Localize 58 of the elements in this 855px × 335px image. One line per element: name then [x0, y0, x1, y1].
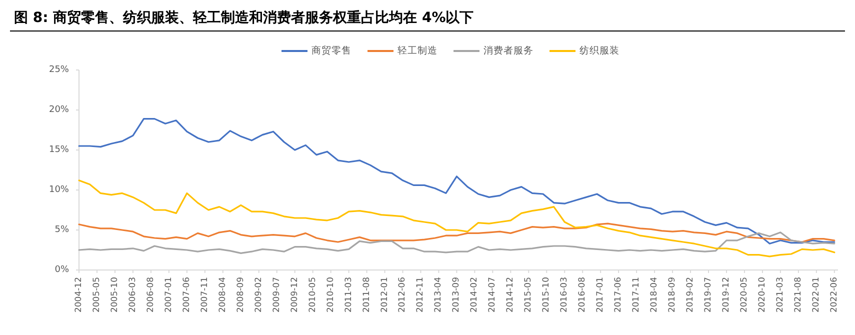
y-tick-label: 5% [54, 225, 70, 235]
x-tick-label: 2013-04 [434, 277, 444, 313]
y-tick-label: 0% [54, 265, 70, 275]
x-tick-label: 2005-05 [92, 277, 102, 313]
x-tick-label: 2016-08 [578, 277, 588, 313]
x-tick-label: 2017-11 [632, 277, 642, 313]
x-tick-label: 2006-03 [128, 277, 138, 313]
x-tick-label: 2007-11 [200, 277, 210, 313]
x-tick-label: 2009-12 [290, 277, 300, 313]
x-tick-label: 2012-01 [380, 277, 390, 313]
y-tick-label: 25% [48, 65, 70, 75]
x-tick-label: 2022-06 [829, 277, 840, 313]
x-tick-label: 2014-12 [506, 277, 516, 313]
x-tick-label: 2022-01 [811, 277, 822, 313]
x-tick-label: 2018-09 [668, 277, 678, 313]
y-tick-label: 15% [48, 145, 70, 155]
x-tick-label: 2007-06 [182, 277, 192, 313]
line-series [78, 222, 836, 243]
x-tick-label: 2010-05 [308, 277, 318, 313]
legend-label: 纺织服装 [580, 44, 620, 56]
x-tick-label: 2019-02 [686, 277, 696, 313]
line-series [78, 232, 836, 254]
x-tick-label: 2015-10 [542, 277, 552, 313]
y-tick-label: 20% [48, 105, 70, 115]
line-series [78, 180, 836, 258]
chart-title: 图 8: 商贸零售、纺织服装、轻工制造和消费者服务权重占比均在 4%以下 [14, 9, 474, 26]
y-tick-label: 10% [48, 185, 70, 195]
legend-label: 消费者服务 [484, 44, 534, 56]
x-tick-label: 2012-06 [398, 277, 408, 313]
x-tick-label: 2019-07 [704, 277, 714, 313]
x-tick-label: 2016-03 [560, 277, 570, 313]
x-tick-label: 2015-05 [524, 277, 534, 313]
x-tick-label: 2013-09 [452, 277, 462, 313]
x-tick-label: 2014-07 [488, 277, 498, 313]
x-tick-label: 2019-12 [721, 277, 732, 313]
x-tick-label: 2020-05 [739, 277, 750, 313]
x-tick-label: 2021-08 [793, 277, 804, 313]
legend-label: 轻工制造 [398, 44, 438, 56]
x-tick-label: 2009-07 [272, 277, 282, 313]
x-tick-label: 2006-08 [146, 277, 156, 313]
x-tick-label: 2011-08 [362, 277, 372, 313]
x-tick-label: 2005-10 [110, 277, 120, 313]
x-tick-label: 2011-03 [344, 277, 354, 313]
x-tick-label: 2020-10 [757, 277, 768, 313]
x-tick-label: 2007-01 [164, 277, 174, 313]
x-tick-label: 2008-09 [236, 277, 246, 313]
x-tick-label: 2018-04 [650, 277, 660, 313]
x-tick-label: 2012-11 [416, 277, 426, 313]
x-tick-label: 2017-06 [614, 277, 624, 313]
x-tick-label: 2021-03 [775, 277, 786, 313]
x-tick-label: 2010-10 [326, 277, 336, 313]
legend-label: 商贸零售 [312, 44, 352, 56]
x-tick-label: 2008-04 [218, 277, 228, 313]
x-tick-label: 2014-02 [470, 277, 480, 313]
line-series [78, 118, 836, 244]
x-tick-label: 2004-12 [74, 277, 84, 313]
x-tick-label: 2017-01 [596, 277, 606, 313]
x-tick-label: 2009-02 [254, 277, 264, 313]
